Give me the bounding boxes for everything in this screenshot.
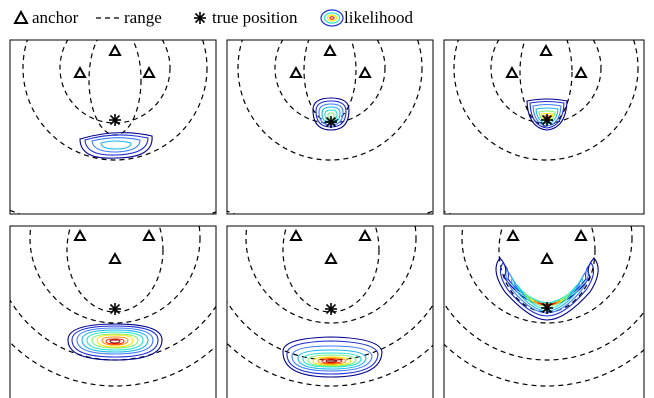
likelihood-contours <box>67 323 163 361</box>
range-circle-outer <box>245 226 417 324</box>
anchor-marker <box>358 65 372 78</box>
legend-range-label: range <box>124 8 162 27</box>
range-circle-mid <box>444 302 644 361</box>
anchor-marker <box>73 228 87 241</box>
panel-frame <box>226 225 434 398</box>
range-circle-center <box>66 226 164 313</box>
true-position-marker <box>109 303 121 315</box>
likelihood-contours <box>526 98 568 131</box>
panel-frame <box>443 39 645 215</box>
anchor-marker <box>142 65 156 78</box>
panel-bottom-right <box>443 225 645 398</box>
range-circle-left <box>274 40 386 124</box>
true-position-marker <box>325 116 337 128</box>
anchor-marker <box>142 228 156 241</box>
legend-likelihood-label: likelihood <box>344 8 413 27</box>
range-circle-outer <box>22 40 208 161</box>
range-circle-far <box>444 343 644 387</box>
legend-anchor-icon <box>13 9 29 24</box>
range-circle-center <box>498 226 596 313</box>
legend-anchor-label: anchor <box>32 8 79 27</box>
true-position-marker <box>541 114 553 126</box>
panel-top-left <box>9 39 217 215</box>
anchor-marker <box>358 228 372 241</box>
range-circle-far <box>10 209 216 214</box>
panel-top-right <box>443 39 645 215</box>
likelihood-contours <box>312 97 350 131</box>
range-circle-left <box>490 40 602 124</box>
anchor-marker <box>108 251 122 264</box>
anchor-marker <box>506 228 520 241</box>
anchor-marker <box>289 65 303 78</box>
anchor-marker <box>574 65 588 78</box>
legend: anchor range true position likelihood <box>13 8 413 27</box>
likelihood-contours <box>79 132 153 159</box>
legend-likelihood-icon <box>320 9 344 27</box>
range-circle-outer <box>237 40 423 161</box>
range-circle-outer <box>461 226 633 324</box>
panel-frame <box>443 225 645 398</box>
true-position-marker <box>541 302 553 314</box>
anchor-marker <box>540 251 554 264</box>
anchor-marker <box>539 43 553 56</box>
likelihood-contours <box>495 257 599 321</box>
anchor-marker <box>324 251 338 264</box>
true-position-marker <box>325 303 337 315</box>
range-circle-outer <box>29 226 201 324</box>
panel-frame <box>9 39 217 215</box>
panel-frame <box>9 225 217 398</box>
range-circle-left <box>59 40 171 124</box>
panel-top-middle <box>226 39 434 215</box>
anchor-marker <box>108 43 122 56</box>
likelihood-contours <box>282 336 383 378</box>
anchor-marker <box>73 65 87 78</box>
range-circle-outer <box>453 40 639 161</box>
range-circle-center <box>282 226 380 313</box>
range-circle-far <box>227 210 433 214</box>
range-circle-far <box>444 210 644 214</box>
legend-true-position-icon <box>194 12 206 24</box>
panel-bottom-left <box>9 225 217 398</box>
panel-frame <box>226 39 434 215</box>
anchor-marker <box>323 43 337 56</box>
range-circle-center <box>303 40 357 123</box>
range-circle-far <box>10 341 216 387</box>
anchor-marker <box>574 228 588 241</box>
anchor-marker <box>505 65 519 78</box>
anchor-marker <box>289 228 303 241</box>
true-position-marker <box>109 114 121 126</box>
panel-bottom-middle <box>226 225 434 398</box>
legend-true-position-label: true position <box>212 8 298 27</box>
